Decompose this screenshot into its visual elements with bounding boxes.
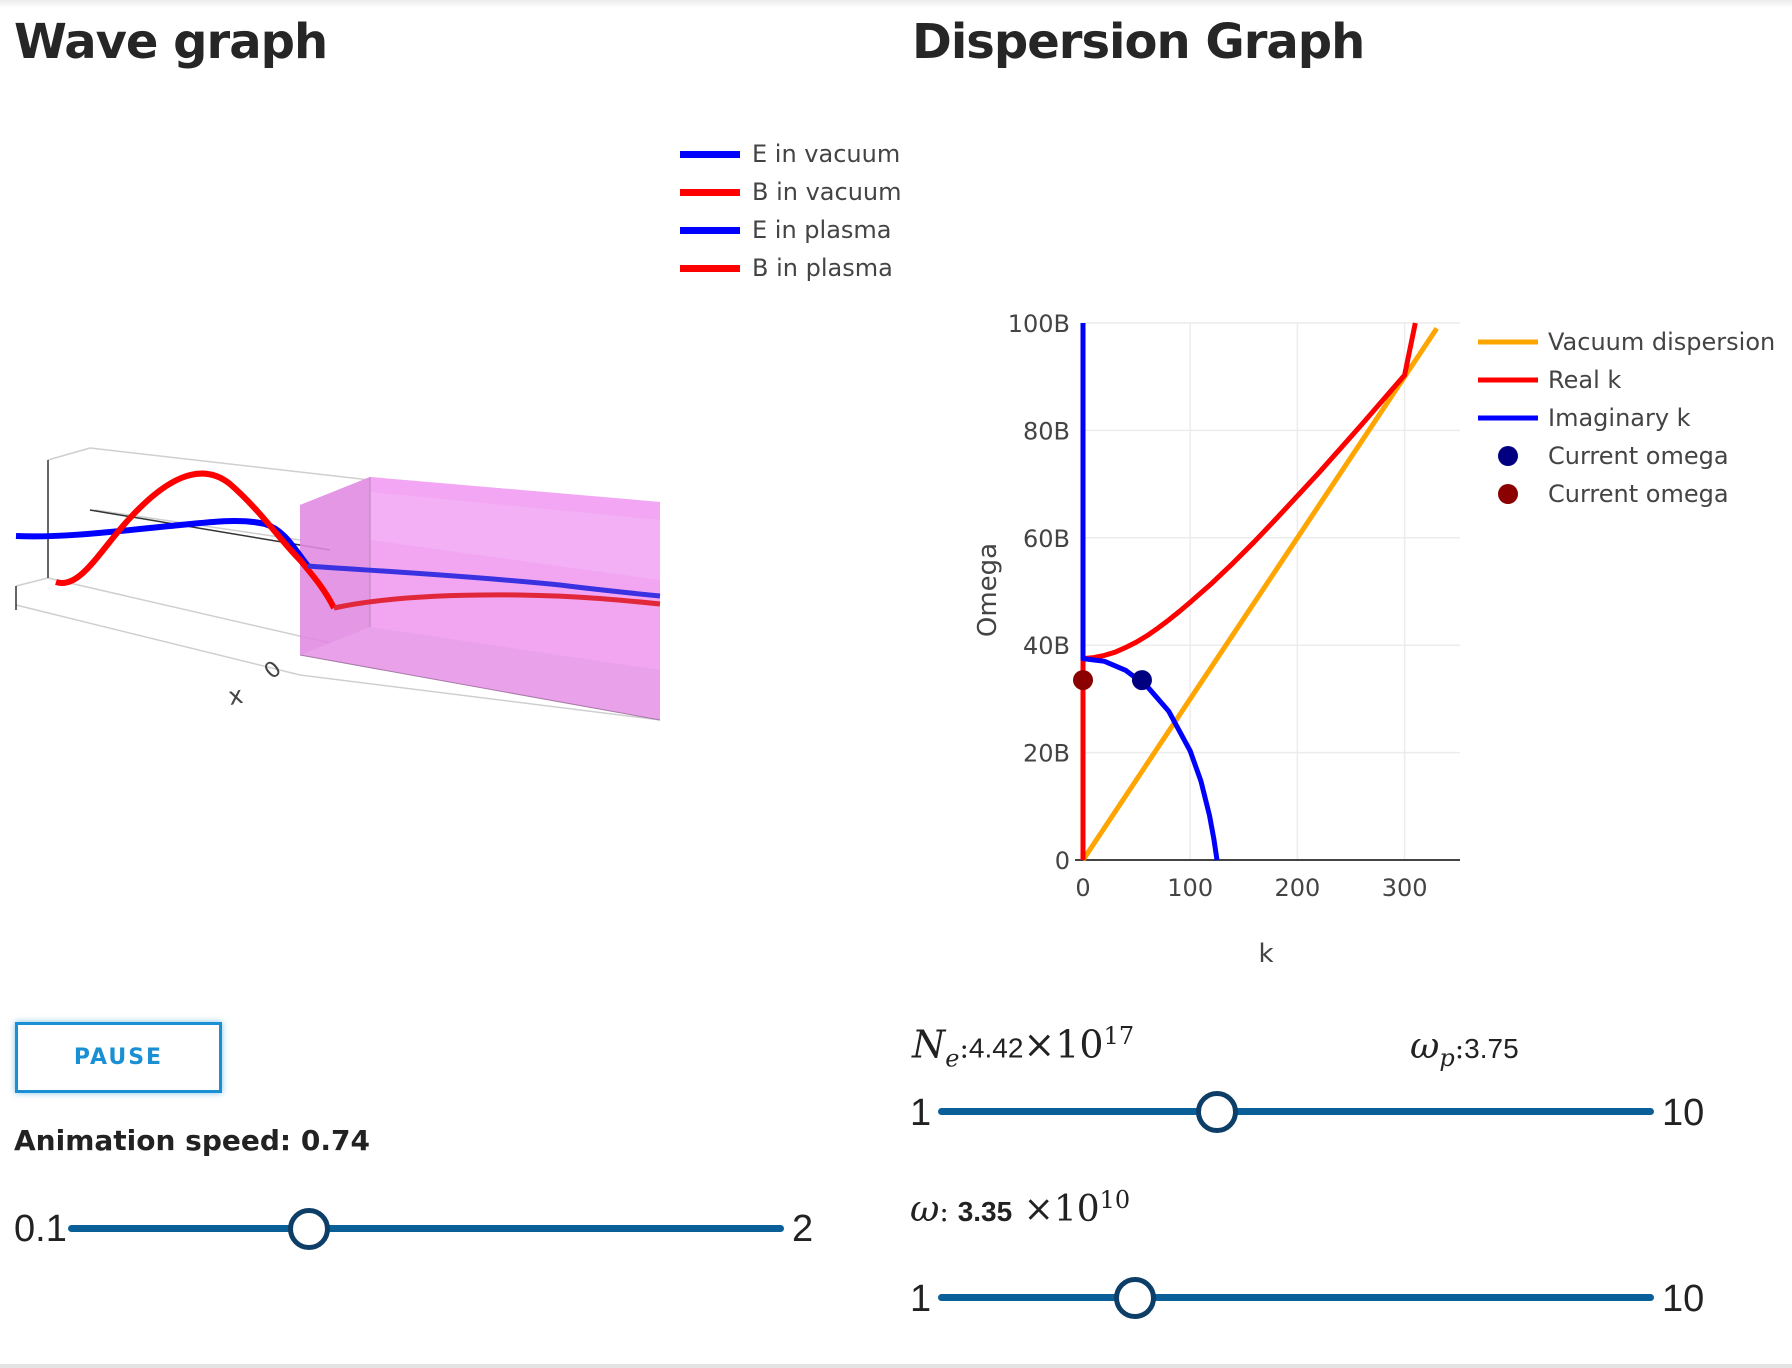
wave-legend: E in vacuum B in vacuum E in plasma B in pl…	[680, 135, 902, 287]
vacuum-dispersion-line	[1080, 326, 1439, 862]
wave-3d-plot[interactable]: x 0	[0, 120, 900, 760]
current-omega-marker[interactable]	[1131, 670, 1152, 691]
animation-speed-label: Animation speed: 0.74	[14, 1124, 370, 1157]
animation-speed-prefix: Animation speed:	[14, 1124, 301, 1157]
dispersion-legend-label: Current omega	[1548, 480, 1729, 508]
dispersion-legend-item[interactable]: Vacuum dispersion	[1478, 328, 1775, 356]
x-tick-label: 0	[1075, 874, 1090, 902]
wp-subscript: p	[1439, 1044, 1455, 1073]
ne-value: 4.42	[968, 1032, 1024, 1064]
dispersion-legend-label: Real k	[1548, 366, 1621, 394]
omega-exponent: 10	[1099, 1186, 1131, 1214]
x-tick-label: 200	[1274, 874, 1320, 902]
y-tick-label: 0	[1055, 847, 1070, 875]
wave-legend-label: B in plasma	[752, 254, 893, 282]
dispersion-graph-title: Dispersion Graph	[912, 14, 1365, 70]
omega-readout: ω: 3.35 ×1010	[910, 1186, 1131, 1230]
wave-legend-swatch	[680, 150, 740, 158]
legend-marker-swatch	[1498, 484, 1518, 504]
real-k-line	[1080, 322, 1418, 860]
ne-times: ×10	[1023, 1022, 1104, 1067]
x-tick-label: 300	[1382, 874, 1428, 902]
dispersion-ticks: 0 20B 40B 60B 80B 100B 0 100 200 300	[1008, 310, 1428, 902]
wave-legend-label: E in vacuum	[752, 140, 901, 168]
speed-slider-track[interactable]	[68, 1225, 784, 1232]
wave-legend-label: B in vacuum	[752, 178, 902, 206]
dispersion-x-axis-label: k	[1258, 939, 1273, 969]
dispersion-legend-item[interactable]: Imaginary k	[1478, 404, 1691, 432]
dispersion-series	[1073, 322, 1439, 862]
ne-max-label: 10	[1662, 1092, 1705, 1134]
wave-legend-swatch	[680, 188, 740, 196]
wave-legend-item[interactable]: E in vacuum	[680, 135, 902, 173]
dispersion-chart[interactable]: 0 20B 40B 60B 80B 100B 0 100 200 300 Omega k Vacu…	[900, 280, 1792, 1000]
e-vacuum-curve	[15, 517, 311, 568]
dispersion-legend: Vacuum dispersion Real k Imaginary k Curren…	[1478, 328, 1775, 508]
wp-readout: ωp:3.75	[1410, 1026, 1519, 1073]
current-omega-marker[interactable]	[1073, 670, 1093, 691]
dispersion-legend-label: Vacuum dispersion	[1548, 328, 1775, 356]
dispersion-legend-label: Imaginary k	[1548, 404, 1691, 432]
top-edge	[0, 0, 1792, 8]
wave-legend-item[interactable]: E in plasma	[680, 211, 902, 249]
wave-legend-label: E in plasma	[752, 216, 892, 244]
dispersion-legend-label: Current omega	[1548, 442, 1729, 470]
speed-max-label: 2	[792, 1208, 814, 1250]
dispersion-legend-item[interactable]: Current omega	[1498, 442, 1729, 470]
y-tick-label: 20B	[1023, 740, 1070, 768]
wave-legend-swatch	[680, 264, 740, 272]
legend-marker-swatch	[1498, 446, 1518, 466]
omega-symbol: ω	[910, 1189, 940, 1230]
dispersion-legend-item[interactable]: Real k	[1478, 366, 1621, 394]
speed-slider-thumb[interactable]	[287, 1208, 330, 1250]
animation-speed-value: 0.74	[300, 1124, 370, 1157]
y-tick-label: 80B	[1023, 417, 1070, 445]
wave-graph-title: Wave graph	[14, 14, 328, 70]
wave-axis-x-label: x	[226, 681, 245, 711]
pause-button[interactable]: PAUSE	[15, 1022, 222, 1093]
speed-min-label: 0.1	[14, 1208, 67, 1250]
omega-max-label: 10	[1662, 1278, 1705, 1320]
bottom-edge	[0, 1364, 1792, 1368]
ne-readout: Ne:4.42×1017	[912, 1022, 1135, 1073]
ne-subscript: e	[945, 1044, 960, 1073]
b-plasma-curve	[333, 592, 661, 611]
y-tick-label: 100B	[1008, 310, 1070, 338]
ne-symbol: N	[912, 1022, 946, 1067]
e-plasma-curve	[307, 563, 661, 599]
b-vacuum-curve	[55, 470, 337, 610]
omega-slider-thumb[interactable]	[1113, 1277, 1156, 1319]
y-tick-label: 60B	[1023, 525, 1070, 553]
dispersion-y-axis-label: Omega	[973, 543, 1003, 637]
omega-value: 3.35	[957, 1196, 1013, 1227]
dispersion-legend-item[interactable]: Current omega	[1498, 480, 1729, 508]
dispersion-grid	[1083, 322, 1460, 860]
ne-slider-thumb[interactable]	[1195, 1091, 1238, 1133]
wp-symbol: ω	[1410, 1026, 1440, 1067]
omega-times: ×10	[1023, 1189, 1100, 1230]
omega-slider-track[interactable]	[938, 1294, 1654, 1301]
wave-legend-swatch	[680, 226, 740, 234]
y-tick-label: 40B	[1023, 632, 1070, 660]
wave-legend-item[interactable]: B in plasma	[680, 249, 902, 287]
imaginary-k-line	[1080, 323, 1220, 861]
wave-legend-item[interactable]: B in vacuum	[680, 173, 902, 211]
ne-min-label: 1	[910, 1092, 932, 1134]
x-tick-label: 100	[1167, 874, 1213, 902]
omega-min-label: 1	[910, 1278, 932, 1320]
wp-value: 3.75	[1464, 1033, 1519, 1064]
ne-slider-track[interactable]	[938, 1108, 1654, 1115]
ne-exponent: 17	[1103, 1022, 1135, 1050]
